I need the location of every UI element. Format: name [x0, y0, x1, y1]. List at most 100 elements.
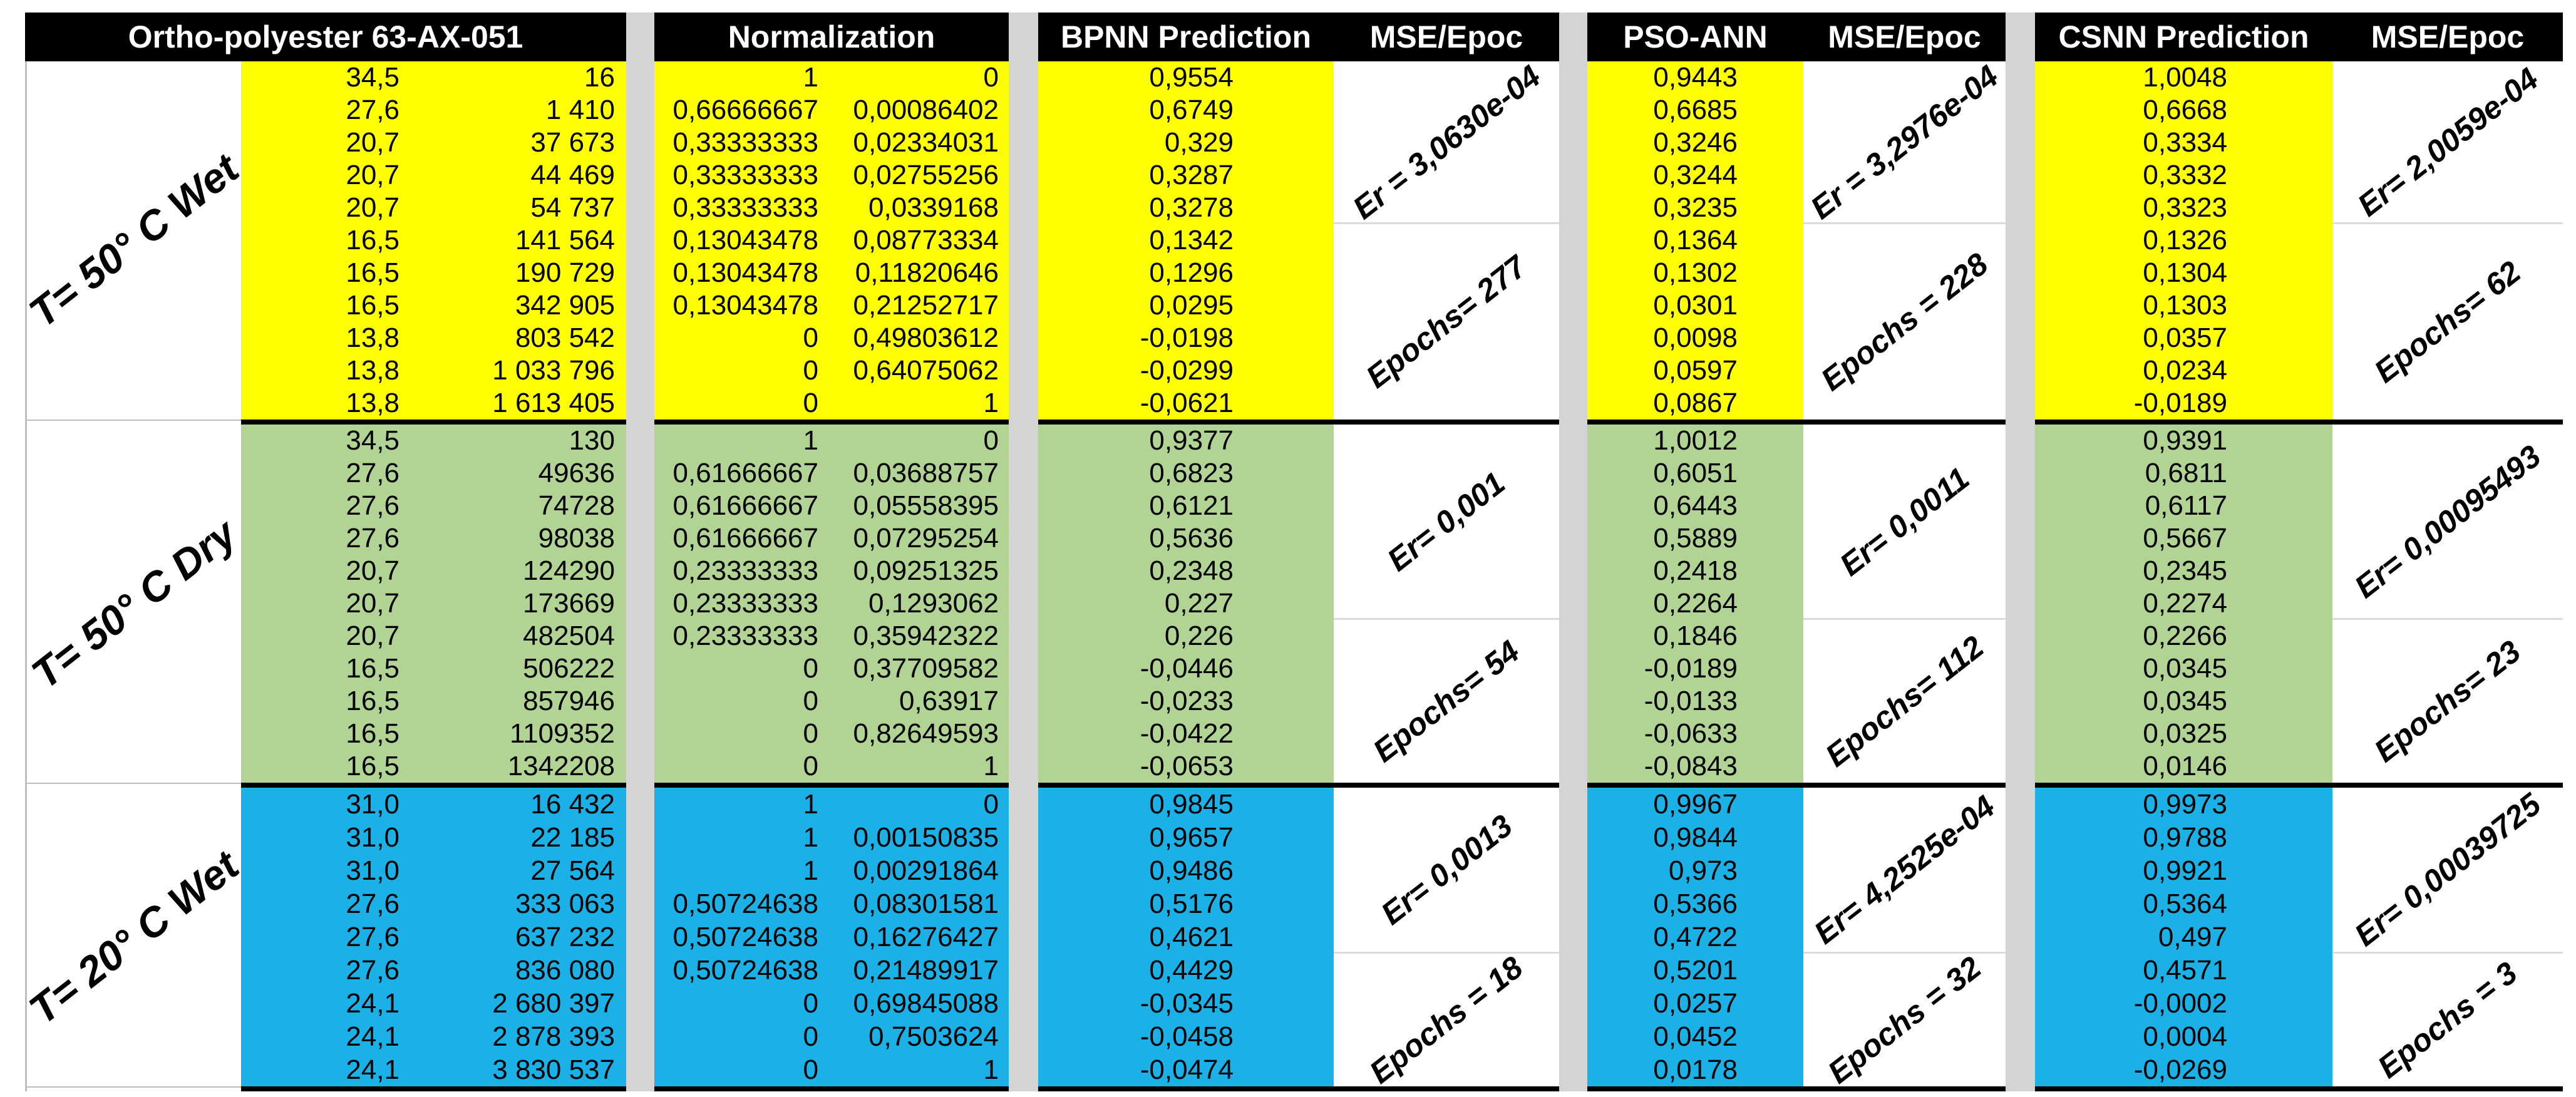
csnn-block-t50-wet: 1,0048 0,6668 0,3334 0,3332 0,3323 0,1326 0,13…	[2035, 61, 2332, 425]
value-cell: 13,8	[346, 388, 399, 418]
table-row: 0,329	[1038, 126, 1334, 159]
table-row: -0,0843	[1587, 750, 1803, 783]
table-row: 0,227	[1038, 587, 1334, 620]
table-row: -0,0474	[1038, 1053, 1334, 1086]
value-cell: 98038	[538, 523, 615, 554]
table-row: 34,5 16	[241, 61, 626, 94]
mse-epochs-label: Epochs = 32	[1821, 949, 1988, 1091]
value-cell: -0,0269	[2133, 1054, 2227, 1085]
value-cell: -0,0345	[1140, 988, 1234, 1019]
value-cell: 0,227	[1164, 588, 1234, 619]
value-cell: 0,9391	[2143, 425, 2227, 456]
value-cell: 0	[803, 751, 818, 781]
table-row: 0,6443	[1587, 490, 1803, 522]
value-cell: 173669	[523, 588, 615, 619]
table-row: 0,1296	[1038, 257, 1334, 289]
value-cell: 2 878 393	[492, 1021, 615, 1052]
raw-block-t20-wet: 31,0 16 432 31,0 22 185 31,0 27 564 27,6 333 06…	[241, 788, 626, 1091]
table-row: 0,13043478 0,08773334	[654, 224, 1009, 257]
value-cell: 0,0295	[1149, 290, 1234, 321]
value-cell: 27,6	[346, 490, 399, 521]
bpnn-title: BPNN Prediction	[1060, 19, 1312, 54]
table-row: 0,5364	[2035, 887, 2332, 920]
bpnn-block-t50-wet: 0,9554 0,6749 0,329 0,3287 0,3278 0,1342 0,129…	[1038, 61, 1334, 425]
pso-block-t20-wet: 0,9967 0,9844 0,973 0,5366 0,4722 0,5201 0,025…	[1587, 788, 1803, 1091]
value-cell: 0,3334	[2143, 127, 2227, 158]
table-row: 24,1 3 830 537	[241, 1053, 626, 1086]
value-cell: 0,6811	[2145, 458, 2227, 488]
value-cell: 0,2274	[2143, 588, 2227, 619]
value-cell: 0,9845	[1149, 789, 1234, 820]
mse-epochs-label: Epochs= 23	[2367, 633, 2528, 770]
mse-epochs-cell: Epochs = 3	[2332, 954, 2563, 1086]
value-cell: 0,3278	[1149, 192, 1234, 223]
value-cell: 0,0357	[2143, 322, 2227, 353]
value-cell: 0,23333333	[672, 588, 818, 619]
value-cell: 0,973	[1668, 855, 1738, 886]
bpnn-mse-t50-dry: Er= 0,001 Epochs= 54	[1334, 425, 1559, 788]
table-row: 0,5667	[2035, 522, 2332, 555]
value-cell: 0,0146	[2143, 751, 2227, 781]
table-row: 0,1342	[1038, 224, 1334, 257]
csnn-body: 1,0048 0,6668 0,3334 0,3332 0,3323 0,1326 0,13…	[2035, 61, 2563, 1091]
header-csnn: CSNN Prediction MSE/Epoc	[2035, 13, 2563, 61]
header-bpnn: BPNN Prediction MSE/Epoc	[1038, 13, 1559, 61]
header-normalization: Normalization	[654, 13, 1009, 61]
value-cell: 1 033 796	[492, 355, 615, 386]
value-cell: 0,33333333	[672, 127, 818, 158]
normalization-title: Normalization	[728, 19, 935, 54]
value-cell: 0,7503624	[868, 1021, 999, 1052]
mse-error-label: Er= 4,2525e-04	[1807, 788, 2002, 951]
table-row: 0,2266	[2035, 620, 2332, 652]
value-cell: 0,9788	[2143, 822, 2227, 853]
table-row: 0,61666667 0,07295254	[654, 522, 1009, 555]
column-gutter	[626, 13, 654, 1091]
table-row: 20,7 44 469	[241, 159, 626, 192]
value-cell: 1342208	[507, 751, 615, 781]
value-cell: 0,6121	[1149, 490, 1234, 521]
value-cell: 0,2345	[2143, 555, 2227, 586]
value-cell: 0	[803, 1054, 818, 1085]
mse-error-cell: Er= 0,0011	[1803, 425, 2006, 620]
table-row: -0,0458	[1038, 1020, 1334, 1053]
value-cell: 24,1	[346, 1054, 399, 1085]
table-row: 0,23333333 0,09251325	[654, 555, 1009, 587]
table-row: 0,1302	[1587, 257, 1803, 289]
mse-epochs-cell: Epochs = 18	[1334, 950, 1559, 1091]
value-cell: 0,0345	[2143, 686, 2227, 716]
mse-epochs-label: Epochs = 3	[2371, 955, 2524, 1085]
mse-error-cell: Er= 0,001	[1334, 425, 1559, 620]
value-cell: 0,2348	[1149, 555, 1234, 586]
table-row: 0,0597	[1587, 354, 1803, 387]
value-cell: 0,0339168	[868, 192, 999, 223]
value-cell: 333 063	[515, 888, 615, 919]
table-row: 0,23333333 0,35942322	[654, 620, 1009, 652]
table-row: 0,3334	[2035, 126, 2332, 159]
table-row: 0,3246	[1587, 126, 1803, 159]
bpnn-block-t50-dry: 0,9377 0,6823 0,6121 0,5636 0,2348 0,227 0,226…	[1038, 425, 1334, 788]
table-row: 0,6121	[1038, 490, 1334, 522]
table-row: 27,6 836 080	[241, 954, 626, 987]
value-cell: 1109352	[509, 718, 615, 749]
row-group-label: T= 50° C Dry	[23, 510, 245, 698]
value-cell: 1	[983, 751, 999, 781]
value-cell: 27,6	[346, 95, 399, 125]
table-row: 0,5366	[1587, 887, 1803, 920]
value-cell: 0	[983, 425, 999, 456]
table-row: -0,0133	[1587, 685, 1803, 718]
value-cell: 0,21252717	[853, 290, 999, 321]
value-cell: 0,9844	[1653, 822, 1738, 853]
table-row: -0,0653	[1038, 750, 1334, 783]
value-cell: -0,0233	[1140, 686, 1234, 716]
bpnn-values-column: 0,9554 0,6749 0,329 0,3287 0,3278 0,1342 0,129…	[1038, 61, 1334, 1091]
mse-epochs-cell: Epochs= 23	[2332, 620, 2563, 783]
mse-epochs-cell: Epochs= 62	[2332, 224, 2563, 420]
value-cell: 16,5	[346, 290, 399, 321]
table-row: 0,2274	[2035, 587, 2332, 620]
norm-block-t50-dry: 1 0 0,61666667 0,03688757 0,61666667 0,055583…	[654, 425, 1009, 788]
value-cell: 0	[803, 355, 818, 386]
value-cell: 0,07295254	[853, 523, 999, 554]
value-cell: 0	[983, 62, 999, 93]
row-group-label: T= 50° C Wet	[21, 145, 247, 336]
